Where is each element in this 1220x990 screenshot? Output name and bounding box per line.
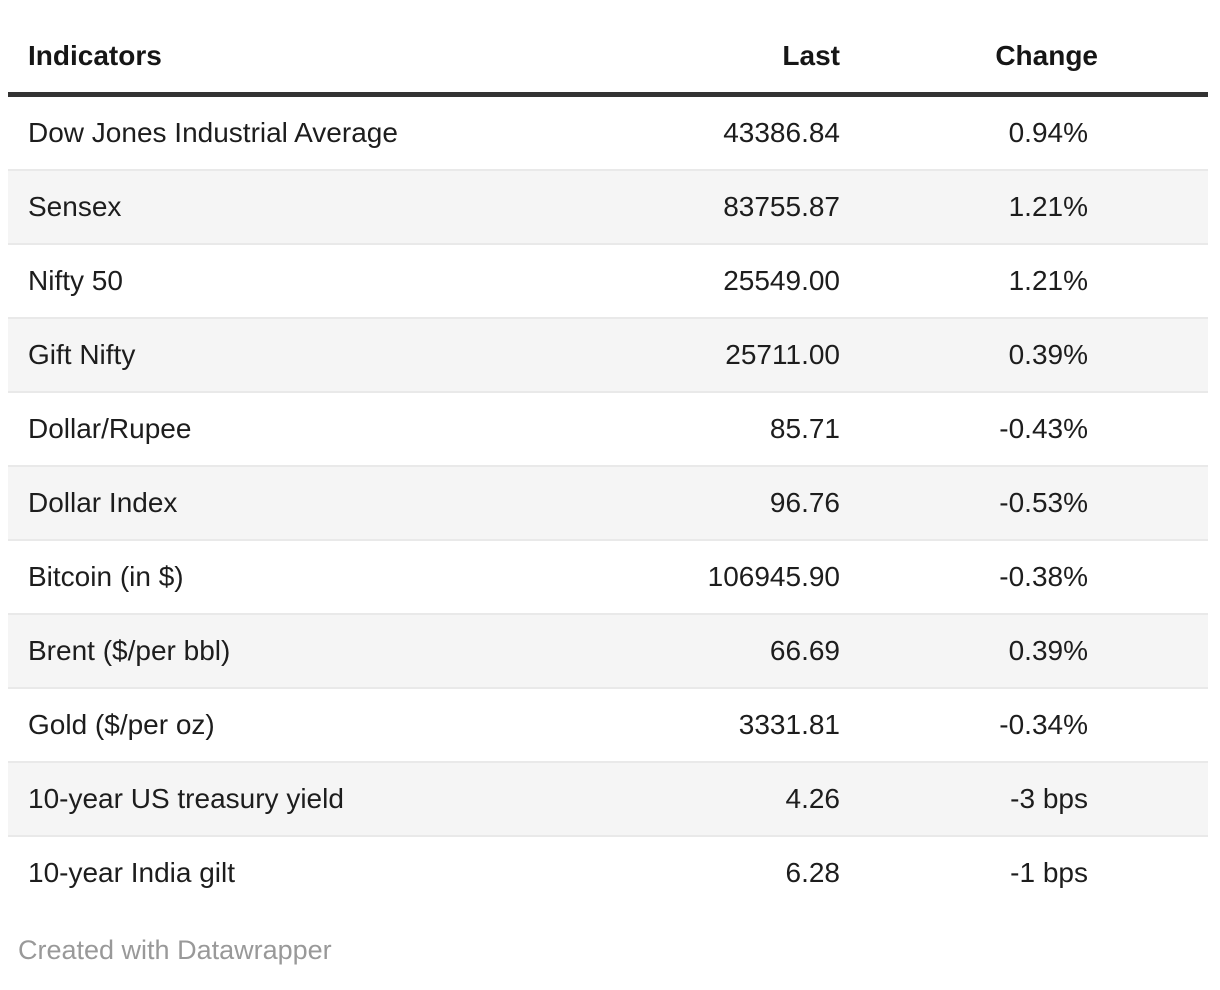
indicator-name-cell: 10-year India gilt — [28, 857, 236, 888]
table-row: Sensex 83755.87 1.21% — [8, 170, 1208, 245]
indicator-name-cell: Dow Jones Industrial Average — [8, 94, 568, 171]
last-value-cell: 3331.81 — [568, 688, 840, 763]
change-value-cell: -0.34% — [840, 688, 1208, 763]
datawrapper-credit-link[interactable]: Created with Datawrapper — [18, 935, 332, 965]
table-row: Gold ($/per oz) 3331.81 -0.34% — [8, 688, 1208, 763]
indicators-table-container: Indicators Last Change Dow Jones Industr… — [8, 0, 1208, 966]
table-row: Brent ($/per bbl) 66.69 0.39% — [8, 614, 1208, 689]
last-value-cell: 83755.87 — [568, 170, 840, 245]
table-row: Dow Jones Industrial Average 43386.84 0.… — [8, 94, 1208, 171]
indicator-name-cell: 10-year US treasury yield — [8, 762, 568, 837]
indicators-table: Indicators Last Change Dow Jones Industr… — [8, 0, 1208, 909]
table-row: Dollar Index 96.76 -0.53% — [8, 466, 1208, 541]
last-value-cell: 106945.90 — [568, 540, 840, 615]
change-value-cell: -1 bps — [1010, 857, 1088, 888]
table-row: Bitcoin (in $) 106945.90 -0.38% — [8, 540, 1208, 615]
table-row: 10-year India gilt 6.28 -1 bps — [8, 836, 1208, 909]
change-value-cell: -3 bps — [840, 762, 1208, 837]
column-header-change: Change — [840, 0, 1208, 97]
last-value-cell: 85.71 — [568, 392, 840, 467]
table-row: Dollar/Rupee 85.71 -0.43% — [8, 392, 1208, 467]
change-value-cell: -0.38% — [840, 540, 1208, 615]
column-header-indicators: Indicators — [8, 0, 568, 97]
last-value-cell: 25549.00 — [568, 244, 840, 319]
indicator-name-cell: Gold ($/per oz) — [8, 688, 568, 763]
indicator-name-cell: Dollar Index — [8, 466, 568, 541]
indicator-name-cell: Gift Nifty — [8, 318, 568, 393]
table-body: Dow Jones Industrial Average 43386.84 0.… — [8, 94, 1208, 910]
indicator-name-cell: Nifty 50 — [8, 244, 568, 319]
change-value-cell: 0.39% — [840, 318, 1208, 393]
indicator-name-cell: Sensex — [8, 170, 568, 245]
last-value-cell: 43386.84 — [568, 94, 840, 171]
table-row: 10-year US treasury yield 4.26 -3 bps — [8, 762, 1208, 837]
last-value-cell: 6.28 — [785, 857, 841, 888]
indicator-name-cell: Dollar/Rupee — [8, 392, 568, 467]
change-value-cell: -0.43% — [840, 392, 1208, 467]
last-value-cell: 66.69 — [568, 614, 840, 689]
last-value-cell: 96.76 — [568, 466, 840, 541]
table-row: Nifty 50 25549.00 1.21% — [8, 244, 1208, 319]
column-header-last: Last — [568, 0, 840, 97]
last-value-cell: 4.26 — [568, 762, 840, 837]
change-value-cell: 1.21% — [840, 244, 1208, 319]
change-value-cell: 0.39% — [840, 614, 1208, 689]
table-row: Gift Nifty 25711.00 0.39% — [8, 318, 1208, 393]
indicator-name-cell: Brent ($/per bbl) — [8, 614, 568, 689]
indicator-name-cell: Bitcoin (in $) — [8, 540, 568, 615]
change-value-cell: -0.53% — [840, 466, 1208, 541]
change-value-cell: 0.94% — [840, 94, 1208, 171]
change-value-cell: 1.21% — [840, 170, 1208, 245]
table-header-row: Indicators Last Change — [8, 0, 1208, 97]
last-value-cell: 25711.00 — [568, 318, 840, 393]
